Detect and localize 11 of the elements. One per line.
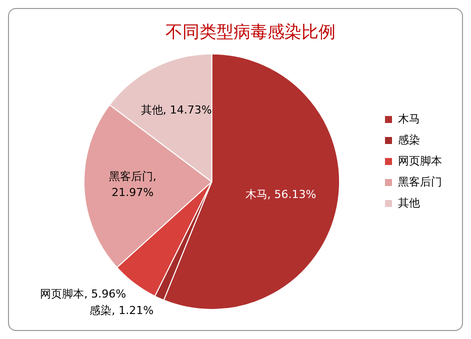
legend-label: 木马 xyxy=(398,112,420,126)
legend-label: 其他 xyxy=(398,196,420,210)
legend-label: 网页脚本 xyxy=(398,154,442,168)
legend-label: 感染 xyxy=(398,133,420,146)
data-label: 木马, 56.13% xyxy=(245,188,316,202)
chart-title: 不同类型病毒感染比例 xyxy=(166,22,336,43)
data-label: 其他, 14.73% xyxy=(140,104,212,117)
legend-label: 黑客后门 xyxy=(398,175,442,188)
data-label: 黑客后门, 21.97% xyxy=(108,170,156,200)
data-label: 感染, 1.21% xyxy=(90,304,154,317)
data-label: 网页脚本, 5.96% xyxy=(40,288,126,301)
